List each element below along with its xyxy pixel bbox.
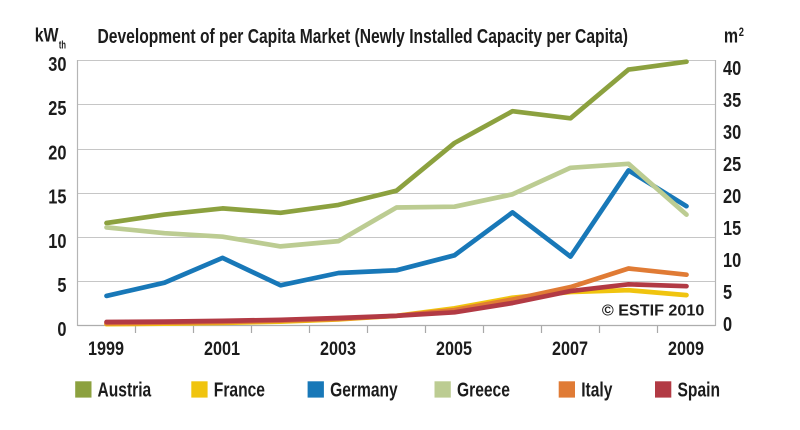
- svg-text:Austria: Austria: [98, 380, 152, 402]
- svg-text:25: 25: [723, 154, 741, 176]
- svg-text:15: 15: [48, 187, 66, 209]
- svg-text:10: 10: [48, 231, 66, 253]
- svg-text:Development of per Capita Mark: Development of per Capita Market (Newly …: [98, 26, 629, 48]
- svg-text:m: m: [724, 26, 738, 48]
- svg-text:40: 40: [723, 58, 741, 80]
- svg-text:5: 5: [57, 275, 66, 297]
- svg-text:Germany: Germany: [330, 380, 398, 402]
- svg-text:France: France: [214, 380, 265, 402]
- svg-text:Italy: Italy: [581, 380, 613, 402]
- svg-text:35: 35: [723, 90, 741, 112]
- svg-text:5: 5: [723, 282, 732, 304]
- svg-text:15: 15: [723, 218, 741, 240]
- svg-text:2001: 2001: [204, 339, 240, 360]
- svg-text:2005: 2005: [436, 339, 472, 360]
- svg-text:20: 20: [723, 186, 741, 208]
- svg-text:© ESTIF 2010: © ESTIF 2010: [602, 302, 705, 319]
- svg-text:Greece: Greece: [457, 380, 510, 402]
- svg-text:0: 0: [723, 314, 732, 336]
- svg-text:1999: 1999: [88, 339, 124, 360]
- svg-text:0: 0: [57, 319, 66, 341]
- svg-text:kW: kW: [35, 26, 59, 47]
- svg-text:Spain: Spain: [678, 380, 721, 402]
- svg-text:2: 2: [739, 25, 744, 39]
- svg-text:20: 20: [48, 142, 66, 164]
- svg-text:30: 30: [48, 54, 66, 76]
- svg-text:th: th: [59, 39, 66, 51]
- svg-text:2009: 2009: [668, 339, 704, 360]
- svg-text:30: 30: [723, 122, 741, 144]
- svg-text:10: 10: [723, 250, 741, 272]
- svg-text:25: 25: [48, 98, 66, 120]
- svg-text:2003: 2003: [320, 339, 356, 360]
- svg-text:2007: 2007: [552, 339, 588, 360]
